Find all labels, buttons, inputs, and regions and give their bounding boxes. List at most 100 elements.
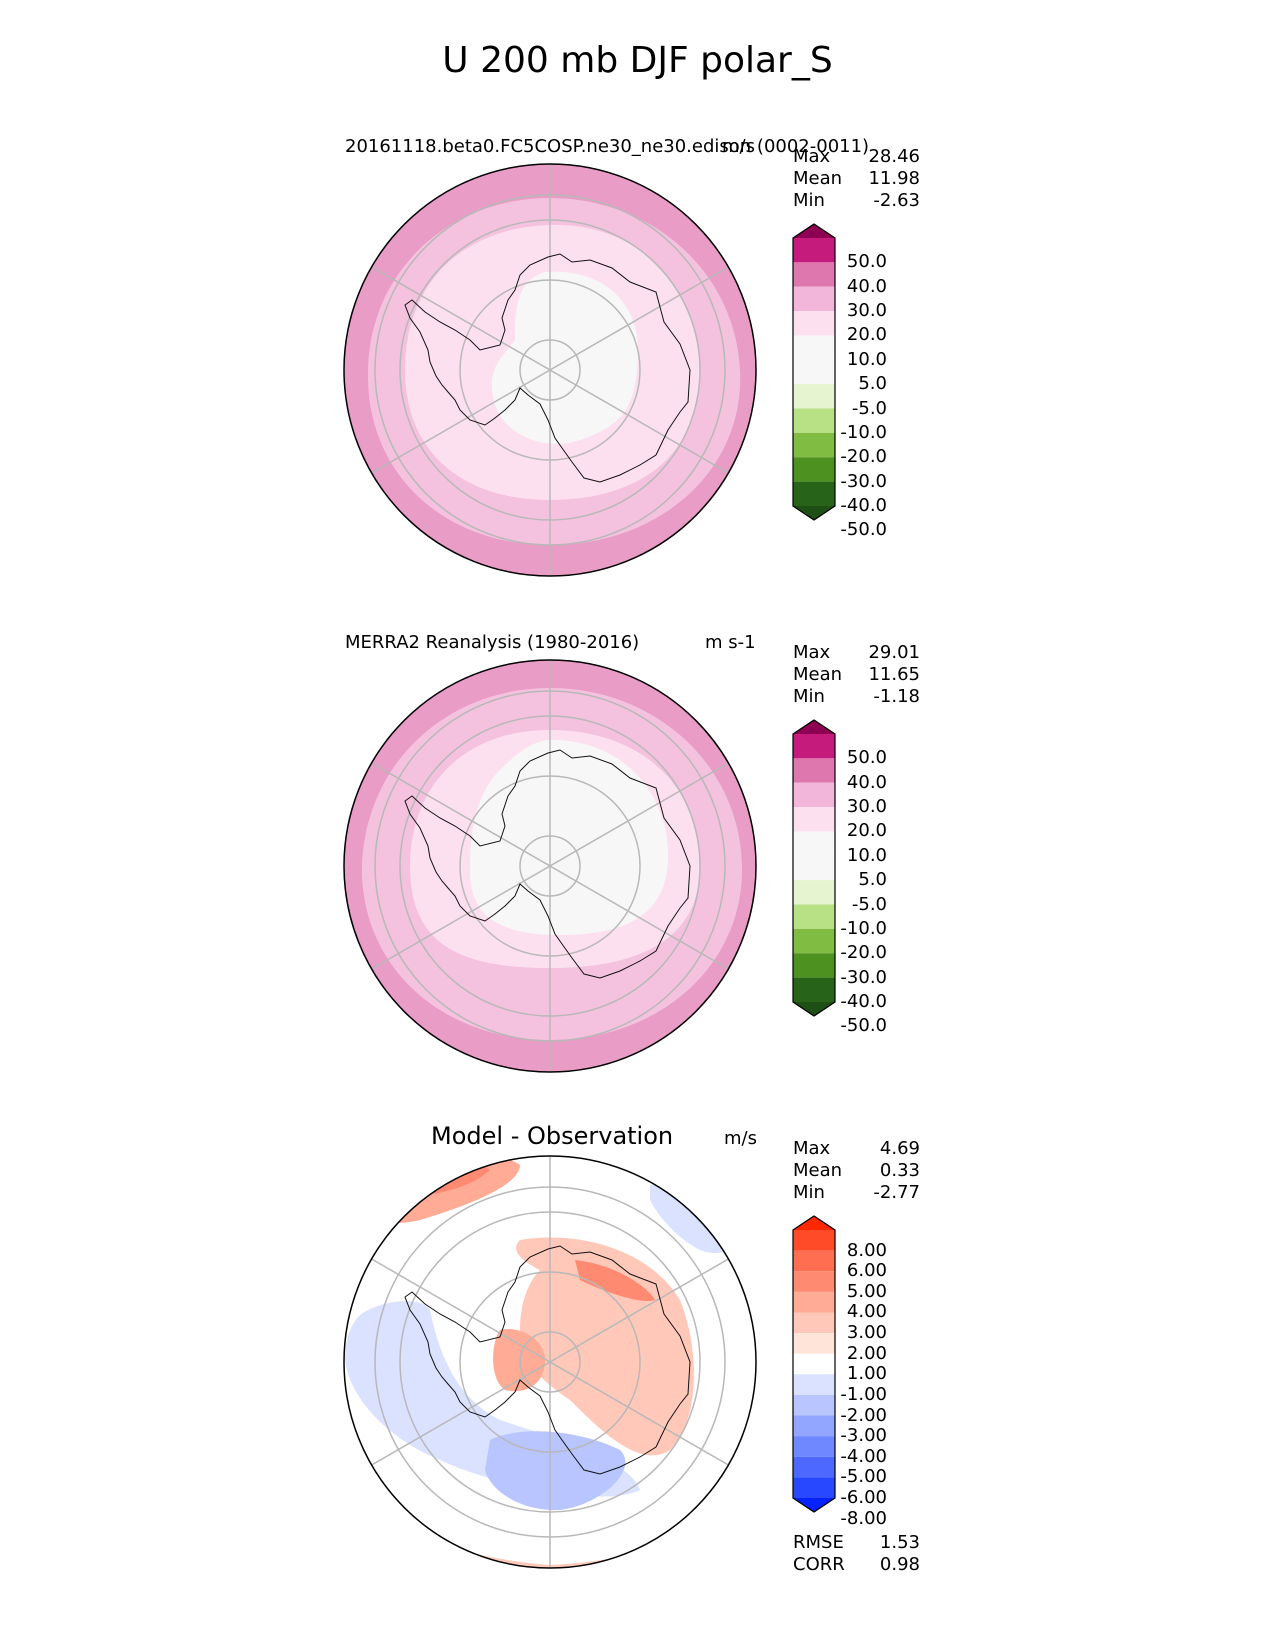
panel-2-max-value: 29.01 bbox=[868, 642, 920, 663]
panel-1-title: 20161118.beta0.FC5COSP.ne30_ne30.edison … bbox=[345, 136, 870, 157]
zone-positive-east bbox=[516, 1237, 694, 1456]
panel-1-max-value: 28.46 bbox=[868, 146, 920, 167]
colorbar-segment bbox=[793, 1394, 835, 1416]
map-panel-3 bbox=[343, 1155, 757, 1569]
colorbar-segment bbox=[793, 720, 835, 734]
colorbar-tick-label: 1.00 bbox=[846, 1363, 887, 1385]
colorbar-tick-label: 40.0 bbox=[846, 275, 887, 297]
colorbar-segment bbox=[793, 1291, 835, 1313]
colorbar-segment bbox=[793, 359, 835, 385]
colorbar-outline bbox=[792, 1215, 836, 1513]
colorbar-segment bbox=[793, 457, 835, 482]
panel-2-title: MERRA2 Reanalysis (1980-2016) bbox=[345, 632, 640, 653]
map-panel-2 bbox=[343, 659, 757, 1073]
colorbar-tick-label: -3.00 bbox=[840, 1425, 887, 1447]
panel-3-min-label: Min bbox=[793, 1182, 825, 1203]
colorbar-tick-label: 50.0 bbox=[846, 251, 887, 273]
panel-3-units: m/s bbox=[724, 1128, 757, 1149]
panel-3-mean-value: 0.33 bbox=[879, 1160, 920, 1181]
colorbar-segment bbox=[793, 807, 835, 832]
colorbar-tick-label: -5.00 bbox=[840, 1466, 887, 1488]
panel-2-units: m s-1 bbox=[705, 632, 756, 653]
colorbar-segment bbox=[793, 904, 835, 929]
zone-negative-south bbox=[485, 1431, 626, 1511]
colorbar-tick-label: -5.0 bbox=[851, 893, 887, 915]
colorbar-tick-label: -40.0 bbox=[840, 991, 887, 1012]
colorbar-segment bbox=[793, 1374, 835, 1395]
colorbar-segment bbox=[793, 1498, 835, 1512]
colorbar-tick-label: 3.00 bbox=[846, 1322, 887, 1344]
main-title: U 200 mb DJF polar_S bbox=[442, 40, 833, 81]
colorbar-tick-label: 5.00 bbox=[846, 1280, 887, 1302]
colorbar-tick-label: -5.0 bbox=[851, 397, 887, 419]
panel-1-mean-value: 11.98 bbox=[868, 168, 920, 189]
colorbar-segment bbox=[793, 1415, 835, 1437]
colorbar-segment bbox=[793, 262, 835, 287]
map-border bbox=[343, 163, 757, 577]
colorbar-tick-label: -40.0 bbox=[840, 495, 887, 516]
zone-near-zero bbox=[491, 271, 639, 444]
colorbar-segment bbox=[793, 224, 835, 238]
colorbar-tick-label: -30.0 bbox=[840, 966, 887, 988]
panel-3-mean-label: Mean bbox=[793, 1160, 843, 1181]
panel-2-mean-value: 11.65 bbox=[868, 664, 920, 685]
zone-positive-east-core bbox=[575, 1260, 655, 1301]
colorbars bbox=[792, 223, 836, 1513]
colorbar-tick-label: 40.0 bbox=[846, 771, 887, 793]
panel-1-max-label: Max bbox=[793, 146, 831, 167]
map-panel-1 bbox=[343, 163, 757, 577]
colorbar-tick-label: -1.00 bbox=[840, 1383, 887, 1405]
panel-2-min-value: -1.18 bbox=[873, 686, 920, 707]
colorbar-tick-label: 10.0 bbox=[846, 844, 887, 866]
graticule bbox=[371, 1156, 729, 1568]
map-border bbox=[343, 1155, 757, 1569]
colorbar-tick-label: 2.00 bbox=[846, 1342, 887, 1364]
graticule bbox=[371, 164, 729, 576]
colorbar-segment bbox=[793, 953, 835, 978]
colorbar-segment bbox=[793, 831, 835, 856]
graticule bbox=[371, 660, 729, 1072]
colorbar-tick-label: -10.0 bbox=[840, 421, 887, 443]
map-border bbox=[343, 659, 757, 1073]
colorbar-segment bbox=[793, 1353, 835, 1375]
zone-positive-center bbox=[493, 1329, 545, 1392]
colorbar-segment bbox=[793, 481, 835, 506]
coastline-antarctica bbox=[404, 253, 691, 483]
panel-2-max-label: Max bbox=[793, 642, 831, 663]
coastline-antarctica bbox=[404, 1245, 691, 1475]
colorbar-tick-label: -20.0 bbox=[840, 446, 887, 468]
colorbar-tick-label: -2.00 bbox=[840, 1404, 887, 1426]
panel-3-rmse-label: RMSE bbox=[793, 1532, 844, 1553]
colorbar-segment bbox=[793, 335, 835, 360]
colorbar-tick-label: -50.0 bbox=[840, 519, 887, 541]
colorbar-segment bbox=[793, 782, 835, 808]
panel-3-max-label: Max bbox=[793, 1138, 831, 1159]
colorbar-segment bbox=[793, 977, 835, 1002]
colorbar-tick-label: 50.0 bbox=[846, 747, 887, 769]
colorbar-segment bbox=[793, 1002, 835, 1016]
colorbar-segment bbox=[793, 758, 835, 783]
colorbar-outline bbox=[792, 223, 836, 521]
colorbar-segment bbox=[793, 506, 835, 520]
colorbar-segment bbox=[793, 432, 835, 458]
colorbar-tick-label: -10.0 bbox=[840, 917, 887, 939]
colorbar-segment bbox=[793, 311, 835, 336]
colorbar-segment bbox=[793, 1456, 835, 1478]
colorbar-segment bbox=[793, 1436, 835, 1457]
colorbar-tick-label: 20.0 bbox=[846, 324, 887, 346]
panel-2-min-label: Min bbox=[793, 686, 825, 707]
panel-3-title: Model - Observation bbox=[431, 1122, 674, 1150]
panel-3-corr-label: CORR bbox=[793, 1554, 845, 1575]
colorbar-tick-label: 6.00 bbox=[846, 1260, 887, 1282]
colorbar-tick-label: 5.0 bbox=[858, 869, 887, 891]
colorbar-segment bbox=[793, 408, 835, 433]
panel-1-min-value: -2.63 bbox=[873, 190, 920, 211]
colorbar-tick-label: 8.00 bbox=[846, 1239, 887, 1261]
panel-3-max-value: 4.69 bbox=[879, 1138, 920, 1159]
colorbar-segment bbox=[793, 238, 835, 263]
colorbar-tick-label: -8.00 bbox=[840, 1507, 887, 1529]
panel-1-mean-label: Mean bbox=[793, 168, 843, 189]
colorbar-tick-label: -20.0 bbox=[840, 942, 887, 964]
colorbar-segment bbox=[793, 1477, 835, 1498]
